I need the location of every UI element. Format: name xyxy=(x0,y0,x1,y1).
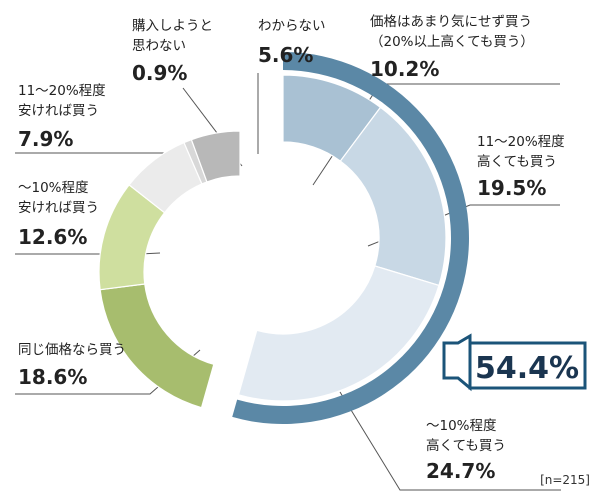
slice-3-value-label: 24.7% xyxy=(426,459,495,483)
slice-2-label-line-2: 高くても買う xyxy=(477,153,557,170)
slice-4-label-line-1: 同じ価格なら買う xyxy=(18,342,126,358)
slice-2-label-line-1: 11～20%程度 xyxy=(477,134,565,150)
slice-3-label-line-1: ～10%程度 xyxy=(426,418,497,434)
highlight-value: 54.4% xyxy=(475,351,579,386)
sample-size-note: [n=215] xyxy=(540,473,590,487)
slice-6-label-line-1: 11～20%程度 xyxy=(18,83,106,99)
slice-8 xyxy=(190,130,241,183)
slice-4-value-label: 18.6% xyxy=(18,365,87,389)
slice-labels: 価格はあまり気にせず買う（20%以上高くても買う）10.2%11～20%程度高く… xyxy=(18,14,565,483)
slice-5-value-label: 12.6% xyxy=(18,225,87,249)
slice-6-label-line-2: 安ければ買う xyxy=(18,103,99,119)
donut-slices xyxy=(98,130,241,409)
slice-5-label-line-1: ～10%程度 xyxy=(18,180,89,196)
slice-1-value-label: 10.2% xyxy=(370,57,439,81)
slice-8-value-label: 5.6% xyxy=(258,43,313,67)
slice-8-label-line-1: わからない xyxy=(258,18,326,34)
slice-2-value-label: 19.5% xyxy=(477,176,546,200)
exploded-slices xyxy=(237,74,447,402)
highlight-box xyxy=(442,333,472,392)
slice-6-value-label: 7.9% xyxy=(18,127,73,151)
slice-7-label-line-1: 購入しようと xyxy=(132,18,213,34)
slice-7-value-label: 0.9% xyxy=(132,61,187,85)
slice-1-label-line-1: 価格はあまり気にせず買う xyxy=(370,14,532,30)
highlight-box-rect xyxy=(468,341,587,390)
slice-3-label-line-2: 高くても買う xyxy=(426,437,506,454)
slice-5-label-line-2: 安ければ買う xyxy=(18,200,99,216)
slice-7-label-line-2: 思わない xyxy=(132,38,186,54)
slice-3-leader-line xyxy=(339,391,561,491)
slice-3 xyxy=(237,265,440,402)
slice-1-label-line-2: （20%以上高くても買う） xyxy=(370,33,534,50)
